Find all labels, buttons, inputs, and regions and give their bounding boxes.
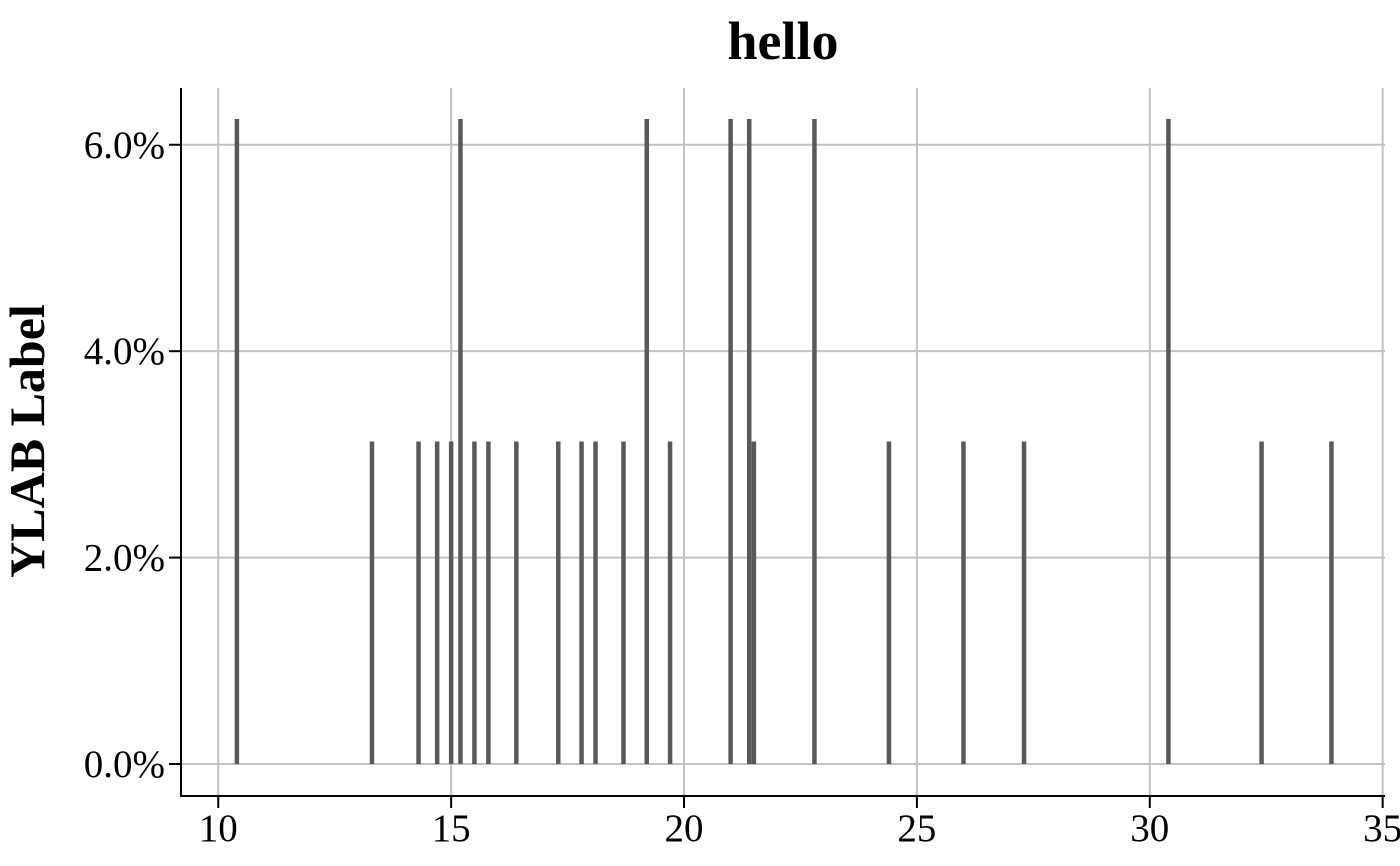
- bar: [1329, 441, 1334, 765]
- x-tick-label: 10: [199, 807, 238, 850]
- bar: [961, 441, 966, 765]
- y-axis-label: YLAB Label: [0, 304, 55, 578]
- y-tick-label: 6.0%: [84, 124, 165, 167]
- axes: 0.0% 2.0% 4.0% 6.0% 10 15 20 25 30 35: [84, 88, 1400, 850]
- y-tick-label: 4.0%: [84, 330, 165, 373]
- bar: [472, 441, 477, 765]
- bar: [556, 441, 561, 765]
- bar: [644, 118, 650, 765]
- bar: [746, 118, 752, 765]
- bar: [416, 441, 421, 765]
- bar: [751, 441, 757, 765]
- bar: [621, 441, 626, 765]
- bar: [812, 118, 817, 765]
- bar: [486, 441, 491, 765]
- bar: [1166, 118, 1171, 765]
- x-tick-label: 35: [1363, 807, 1400, 850]
- x-tick-label: 25: [897, 807, 936, 850]
- grid: [181, 88, 1385, 796]
- chart-title: hello: [727, 11, 838, 71]
- bar: [1021, 441, 1027, 765]
- bar: [1259, 441, 1264, 765]
- bar: [593, 441, 598, 765]
- x-tick-label: 20: [665, 807, 704, 850]
- bar: [886, 441, 892, 765]
- x-tick-label: 30: [1130, 807, 1169, 850]
- bar: [579, 441, 584, 765]
- bar: [728, 118, 733, 765]
- bar: [458, 118, 463, 765]
- bar: [369, 441, 375, 765]
- bar: [448, 441, 454, 765]
- y-tick-label: 0.0%: [84, 743, 165, 786]
- bar: [234, 118, 240, 765]
- y-tick-label: 2.0%: [84, 537, 165, 580]
- x-tick-label: 15: [432, 807, 471, 850]
- bar: [514, 441, 519, 765]
- bar: [667, 441, 673, 765]
- bars: [234, 118, 1334, 765]
- bar: [434, 441, 440, 765]
